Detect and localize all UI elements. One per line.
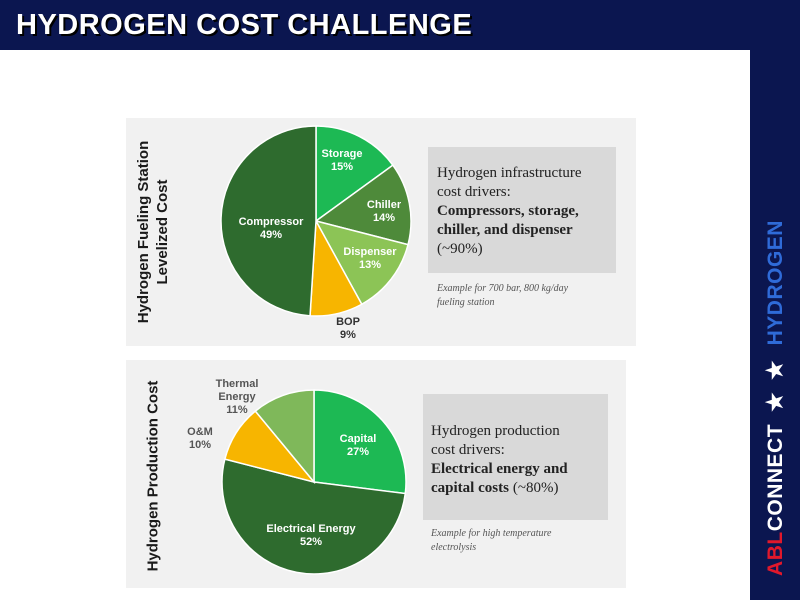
pie-slice-thermal-energy [254, 389, 315, 485]
slice-value-electrical-energy: 52% [300, 536, 322, 548]
pie-slice-storage [315, 125, 394, 223]
fueling-info-drivers: Compressors, storage, chiller, and dispe… [437, 203, 579, 238]
fueling-info-box: Hydrogen infrastructure cost drivers: Co… [428, 147, 616, 273]
slice-value-capital: 27% [347, 446, 369, 458]
pie-slice-compressor [220, 125, 317, 317]
production-info-pct: (~80%) [512, 480, 559, 496]
slice-label-capital: Capital 27% [340, 433, 377, 458]
slice-label-storage: Storage 15% [322, 148, 363, 173]
production-info-line1: Hydrogen production [431, 423, 560, 439]
slice-value-chiller: 14% [373, 212, 395, 224]
fueling-info-line2: cost drivers: [437, 184, 511, 200]
pie-slice-chiller [314, 164, 412, 246]
production-note: Example for high temperature electrolysi… [431, 527, 551, 555]
production-cost-pie: Capital 27% Electrical Energy 52% O&M 10%Ther… [187, 378, 407, 575]
fueling-note-line1: Example for 700 bar, 800 kg/day [437, 283, 569, 294]
page-title: HYDROGEN COST CHALLENGE [16, 9, 473, 41]
slice-label-dispenser: Dispenser 13% [343, 246, 397, 271]
fueling-note: Example for 700 bar, 800 kg/day fueling … [437, 282, 568, 310]
slice-label-thermal-energy: Thermal Energy 11% [216, 378, 259, 416]
production-note-line2: electrolysis [431, 542, 477, 553]
slice-label-bop: BOP 9% [336, 316, 360, 341]
slice-label-o-m: O&M 10% [187, 426, 213, 451]
fueling-note-line2: fueling station [437, 297, 495, 308]
slice-value-dispenser: 13% [359, 259, 381, 271]
slice-value-storage: 15% [331, 161, 353, 173]
pie-slice-electrical-energy [221, 458, 407, 575]
fueling-info-line1: Hydrogen infrastructure [437, 165, 582, 181]
slice-value-compressor: 49% [260, 229, 282, 241]
slice-label-chiller: Chiller 14% [367, 199, 402, 224]
pie-slice-capital [313, 389, 407, 495]
header-bar: HYDROGEN COST CHALLENGE [0, 0, 800, 50]
fueling-info-pct: (~90%) [437, 241, 483, 257]
production-info-drivers: Electrical energy and capital costs [431, 461, 568, 496]
slice-value-o-m: 10% [189, 439, 211, 451]
brand-band [750, 50, 800, 600]
slice-value-thermal-energy: 11% [226, 404, 248, 416]
slice-label-electrical-energy: Electrical Energy 52% [266, 523, 356, 548]
slice-value-bop: 9% [340, 329, 356, 341]
pie-slice-dispenser [314, 219, 409, 306]
slice-label-compressor: Compressor 49% [239, 216, 305, 241]
production-info-box: Hydrogen production cost drivers: Electr… [423, 394, 608, 520]
production-info-line2: cost drivers: [431, 442, 505, 458]
production-note-line1: Example for high temperature [431, 528, 552, 539]
fueling-station-pie: Storage 15% Chiller 14% Dispenser 13% BOP 9% Com… [220, 125, 412, 341]
